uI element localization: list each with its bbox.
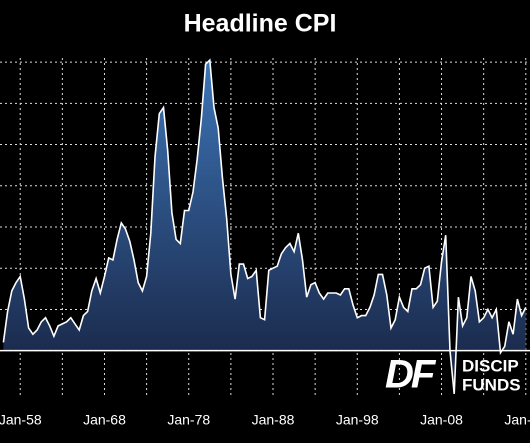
logo-mark: DF (385, 353, 437, 397)
logo: DF DISCIP FUNDS (385, 353, 521, 397)
logo-line: FUNDS (462, 375, 521, 394)
x-tick-label: Jan-78 (167, 412, 210, 428)
cpi-line (2, 58, 527, 394)
area-fill (3, 60, 526, 394)
x-tick-label: Jan-58 (0, 412, 42, 428)
chart-title: Headline CPI (184, 10, 337, 38)
x-tick-label: Jan-98 (336, 412, 379, 428)
x-tick-label: Jan-08 (420, 412, 463, 428)
x-tick-label: Jan-68 (83, 412, 126, 428)
x-tick-label: Jan-88 (252, 412, 295, 428)
x-tick-label: Jan-18 (504, 412, 530, 428)
logo-line: DISCIP (462, 356, 519, 375)
